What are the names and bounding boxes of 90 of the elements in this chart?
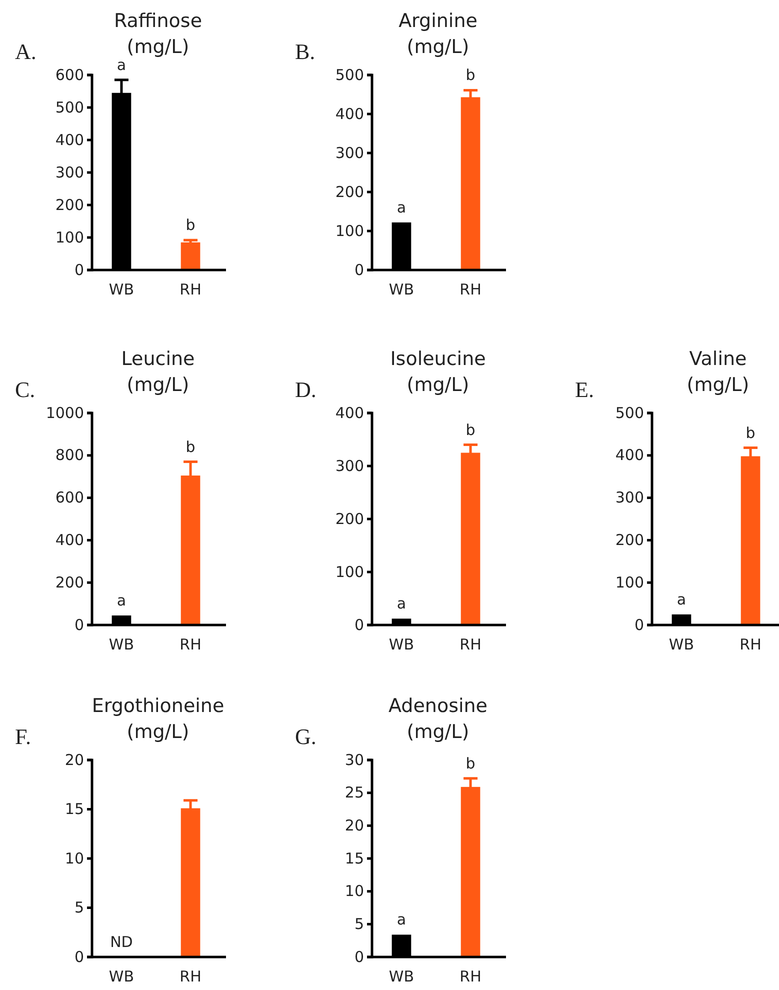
x-tick-label: WB — [388, 968, 414, 986]
text: a — [116, 56, 126, 74]
y-tick-label: 100 — [335, 562, 364, 581]
y-tick-label: 10 — [64, 849, 84, 868]
y-tick-label: 5 — [354, 914, 364, 933]
annotation: b — [186, 216, 196, 234]
x-tick-label: RH — [180, 636, 202, 654]
y-tick-label: 200 — [55, 573, 84, 592]
chart-title: Arginine — [398, 10, 478, 32]
annotation: a — [396, 198, 406, 216]
y-tick-label: 20 — [64, 750, 84, 769]
y-tick-label: 100 — [55, 228, 84, 246]
chart-title: Ergothioneine — [92, 695, 224, 717]
text: F. — [15, 724, 31, 749]
y-tick-label: 400 — [55, 531, 84, 549]
y-tick-label: 0 — [354, 616, 364, 634]
y-tick-label: 300 — [55, 163, 84, 182]
chart-subtitle: (mg/L) — [406, 721, 470, 743]
y-tick-label: 200 — [335, 510, 364, 528]
y-tick-label: 600 — [55, 488, 84, 507]
y-tick-label: 0 — [74, 948, 84, 966]
y-tick-label: 400 — [335, 104, 364, 123]
y-tick-label: 300 — [335, 144, 364, 162]
y-tick-label: 1000 — [46, 404, 84, 422]
y-tick-label: 5 — [74, 898, 84, 917]
chart-title: Raffinose — [114, 10, 202, 32]
chart-title: Valine — [689, 348, 747, 370]
x-tick-label: RH — [740, 636, 762, 654]
chart-subtitle: (mg/L) — [126, 374, 190, 396]
annotation: a — [676, 590, 686, 608]
y-tick-label: 0 — [354, 948, 364, 966]
y-tick-label: 100 — [615, 573, 644, 592]
x-tick-label: WB — [108, 968, 134, 986]
x-tick-label: WB — [668, 636, 694, 654]
y-tick-label: 0 — [74, 616, 84, 634]
y-tick-label: 200 — [55, 196, 84, 214]
y-tick-label: 20 — [344, 816, 364, 834]
x-tick-label: RH — [460, 636, 482, 654]
annotation: b — [466, 754, 476, 772]
text: C. — [15, 377, 36, 402]
y-tick-label: 500 — [615, 404, 644, 422]
y-tick-label: 500 — [335, 66, 364, 84]
annotation: b — [746, 424, 756, 442]
chart-subtitle: (mg/L) — [686, 374, 750, 396]
y-tick-label: 0 — [354, 260, 364, 279]
y-tick-label: 0 — [74, 260, 84, 279]
chart-title: Leucine — [121, 348, 195, 370]
y-tick-label: 10 — [344, 882, 364, 900]
y-tick-label: 200 — [335, 182, 364, 201]
x-tick-label: WB — [388, 280, 414, 299]
x-tick-label: WB — [388, 636, 414, 654]
y-tick-label: 400 — [615, 446, 644, 464]
text: B. — [295, 39, 316, 64]
chart-title: Isoleucine — [390, 348, 486, 370]
y-tick-label: 400 — [55, 130, 84, 149]
y-tick-label: 400 — [335, 404, 364, 422]
text: E. — [575, 377, 594, 402]
x-tick-label: WB — [108, 636, 134, 654]
text: D. — [295, 377, 316, 402]
annotation: b — [466, 420, 476, 439]
annotation: a — [116, 591, 126, 610]
y-tick-label: 600 — [55, 66, 84, 84]
y-tick-label: 15 — [344, 849, 364, 868]
y-tick-label: 200 — [615, 531, 644, 549]
annotation: b — [466, 66, 476, 84]
annotation: ND — [110, 933, 133, 951]
annotation: a — [396, 910, 406, 929]
y-tick-label: 800 — [55, 446, 84, 464]
chart-title: Adenosine — [388, 695, 488, 717]
y-tick-label: 100 — [335, 222, 364, 240]
x-tick-label: RH — [180, 280, 202, 299]
y-tick-label: 500 — [55, 98, 84, 116]
x-tick-label: RH — [180, 968, 202, 986]
y-tick-label: 300 — [615, 488, 644, 507]
y-tick-label: 30 — [344, 750, 364, 769]
y-tick-label: 0 — [634, 616, 644, 634]
annotation: b — [186, 438, 196, 456]
y-tick-label: 25 — [344, 784, 364, 802]
y-tick-label: 300 — [335, 456, 364, 475]
chart-subtitle: (mg/L) — [126, 721, 190, 743]
text: G. — [295, 724, 316, 749]
y-tick-label: 15 — [64, 800, 84, 818]
x-tick-label: WB — [108, 280, 134, 299]
text: A. — [15, 39, 36, 64]
x-tick-label: RH — [460, 280, 482, 299]
annotation: a — [396, 594, 406, 613]
x-tick-label: RH — [460, 968, 482, 986]
chart-subtitle: (mg/L) — [406, 36, 470, 58]
chart-subtitle: (mg/L) — [406, 374, 470, 396]
chart-subtitle: (mg/L) — [126, 36, 190, 58]
